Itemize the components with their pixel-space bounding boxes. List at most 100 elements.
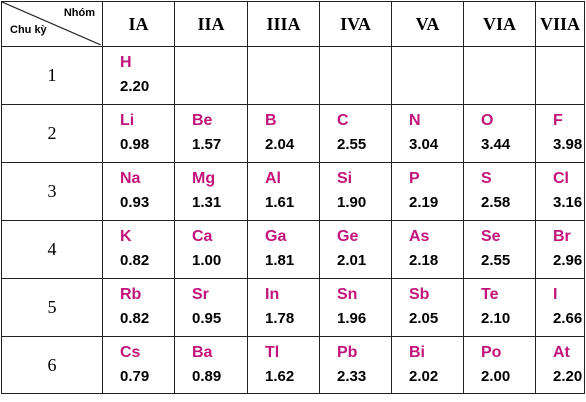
element-symbol: In bbox=[265, 286, 280, 303]
electronegativity-value: 1.96 bbox=[337, 310, 367, 327]
element-symbol: Li bbox=[120, 112, 135, 129]
electronegativity-value: 0.82 bbox=[120, 252, 150, 269]
element-cell: Br 2.96 bbox=[535, 220, 585, 279]
electronegativity-value: 3.44 bbox=[481, 136, 511, 153]
element-symbol: Na bbox=[120, 170, 141, 187]
period-row: 5 Rb 0.82 Sr 0.95 In 1.78 Sn 1.96 Sb 2.05 Te 2.10 I 2.… bbox=[1, 278, 585, 337]
element-cell: Be 1.57 bbox=[174, 104, 248, 163]
period-number: 6 bbox=[1, 336, 103, 394]
element-cell: H 2.20 bbox=[102, 46, 175, 105]
period-number: 3 bbox=[1, 162, 103, 221]
element-symbol: Se bbox=[481, 228, 501, 245]
period-number: 4 bbox=[1, 220, 103, 279]
electronegativity-value: 3.98 bbox=[553, 136, 583, 153]
group-header-iia: IIA bbox=[174, 1, 248, 47]
electronegativity-value: 1.78 bbox=[265, 310, 295, 327]
electronegativity-value: 2.55 bbox=[337, 136, 367, 153]
electronegativity-value: 2.04 bbox=[265, 136, 295, 153]
element-cell: Ba 0.89 bbox=[174, 336, 248, 394]
electronegativity-value: 0.93 bbox=[120, 194, 150, 211]
electronegativity-value: 2.01 bbox=[337, 252, 367, 269]
electronegativity-value: 0.98 bbox=[120, 136, 150, 153]
element-cell: Cl 3.16 bbox=[535, 162, 585, 221]
electronegativity-value: 2.20 bbox=[553, 368, 583, 385]
period-number: 1 bbox=[1, 46, 103, 105]
element-cell: K 0.82 bbox=[102, 220, 175, 279]
element-symbol: C bbox=[337, 112, 349, 129]
group-axis-label: Nhóm bbox=[63, 7, 95, 19]
electronegativity-value: 3.04 bbox=[409, 136, 439, 153]
electronegativity-value: 2.20 bbox=[120, 78, 150, 95]
element-cell: I 2.66 bbox=[535, 278, 585, 337]
element-cell: Ga 1.81 bbox=[247, 220, 320, 279]
electronegativity-table: Nhóm Chu kỳ IA IIA IIIA IVA VA VIA VIIA … bbox=[1, 1, 585, 394]
element-cell: Pb 2.33 bbox=[319, 336, 392, 394]
group-header-iva: IVA bbox=[319, 1, 392, 47]
element-cell: Si 1.90 bbox=[319, 162, 392, 221]
electronegativity-value: 2.00 bbox=[481, 368, 511, 385]
element-cell: Al 1.61 bbox=[247, 162, 320, 221]
element-cell: At 2.20 bbox=[535, 336, 585, 394]
element-cell: Sn 1.96 bbox=[319, 278, 392, 337]
group-header-via: VIA bbox=[463, 1, 536, 47]
element-symbol: O bbox=[481, 112, 494, 129]
group-header-ia: IA bbox=[102, 1, 175, 47]
header-row: Nhóm Chu kỳ IA IIA IIIA IVA VA VIA VIIA bbox=[1, 1, 585, 47]
element-symbol: Po bbox=[481, 344, 502, 361]
element-cell: Sb 2.05 bbox=[391, 278, 464, 337]
electronegativity-value: 1.00 bbox=[192, 252, 222, 269]
element-cell: Rb 0.82 bbox=[102, 278, 175, 337]
element-cell: Se 2.55 bbox=[463, 220, 536, 279]
element-symbol: Be bbox=[192, 112, 213, 129]
electronegativity-value: 2.19 bbox=[409, 194, 439, 211]
electronegativity-value: 1.62 bbox=[265, 368, 295, 385]
electronegativity-value: 2.58 bbox=[481, 194, 511, 211]
element-cell: Bi 2.02 bbox=[391, 336, 464, 394]
electronegativity-value: 1.31 bbox=[192, 194, 222, 211]
electronegativity-value: 2.10 bbox=[481, 310, 511, 327]
period-number: 5 bbox=[1, 278, 103, 337]
period-row: 2 Li 0.98 Be 1.57 B 2.04 C 2.55 N 3.04 O 3.44 F 3.98 bbox=[1, 104, 585, 163]
element-symbol: Te bbox=[481, 286, 499, 303]
group-header-iiia: IIIA bbox=[247, 1, 320, 47]
electronegativity-value: 1.57 bbox=[192, 136, 222, 153]
electronegativity-value: 0.89 bbox=[192, 368, 222, 385]
element-symbol: F bbox=[553, 112, 563, 129]
element-symbol: Sr bbox=[192, 286, 209, 303]
corner-header: Nhóm Chu kỳ bbox=[2, 2, 101, 45]
element-cell bbox=[319, 46, 392, 105]
diagonal-divider bbox=[2, 2, 101, 45]
element-symbol: Sn bbox=[337, 286, 358, 303]
electronegativity-value: 2.05 bbox=[409, 310, 439, 327]
period-row: 3 Na 0.93 Mg 1.31 Al 1.61 Si 1.90 P 2.19 S 2.58 Cl 3.1… bbox=[1, 162, 585, 221]
element-cell bbox=[174, 46, 248, 105]
element-cell: Ge 2.01 bbox=[319, 220, 392, 279]
period-row: 4 K 0.82 Ca 1.00 Ga 1.81 Ge 2.01 As 2.18 Se 2.55 Br 2.… bbox=[1, 220, 585, 279]
element-cell: S 2.58 bbox=[463, 162, 536, 221]
electronegativity-value: 2.02 bbox=[409, 368, 439, 385]
element-symbol: P bbox=[409, 170, 420, 187]
element-symbol: Sb bbox=[409, 286, 430, 303]
electronegativity-value: 1.90 bbox=[337, 194, 367, 211]
element-cell: Po 2.00 bbox=[463, 336, 536, 394]
element-symbol: Si bbox=[337, 170, 353, 187]
element-symbol: Cl bbox=[553, 170, 569, 187]
element-symbol: K bbox=[120, 228, 132, 245]
element-cell: Cs 0.79 bbox=[102, 336, 175, 394]
group-header-viia: VIIA bbox=[535, 1, 585, 47]
element-cell: Na 0.93 bbox=[102, 162, 175, 221]
element-symbol: Tl bbox=[265, 344, 280, 361]
element-cell bbox=[535, 46, 585, 105]
electronegativity-value: 0.82 bbox=[120, 310, 150, 327]
element-cell: F 3.98 bbox=[535, 104, 585, 163]
period-row: 1 H 2.20 bbox=[1, 46, 585, 105]
electronegativity-value: 2.66 bbox=[553, 310, 583, 327]
element-symbol: Ga bbox=[265, 228, 287, 245]
element-symbol: Al bbox=[265, 170, 281, 187]
electronegativity-value: 0.95 bbox=[192, 310, 222, 327]
element-symbol: Cs bbox=[120, 344, 141, 361]
electronegativity-value: 1.61 bbox=[265, 194, 295, 211]
element-symbol: Ca bbox=[192, 228, 213, 245]
element-cell: B 2.04 bbox=[247, 104, 320, 163]
element-cell: Tl 1.62 bbox=[247, 336, 320, 394]
